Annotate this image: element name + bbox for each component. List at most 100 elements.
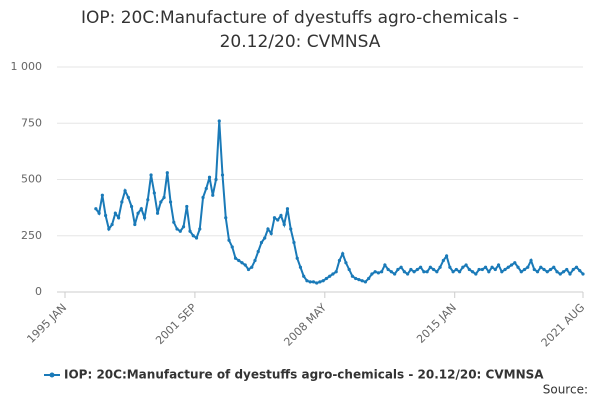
data-point [266, 227, 270, 231]
data-point [509, 263, 514, 267]
data-point [438, 265, 442, 269]
data-point [292, 240, 296, 245]
data-point [396, 267, 400, 272]
data-point [496, 263, 501, 267]
x-tick-label: 2001 SEP [153, 301, 199, 347]
data-point [477, 267, 481, 272]
data-point [360, 279, 364, 283]
data-point [341, 252, 345, 256]
data-point [490, 265, 494, 269]
data-point [149, 173, 153, 177]
data-point [256, 249, 260, 254]
data-point [129, 204, 134, 209]
data-point [406, 272, 410, 276]
data-point [188, 229, 192, 233]
data-point [120, 200, 124, 204]
chart-title: IOP: 20C:Manufacture of dyestuffs agro-c… [80, 8, 520, 52]
data-point [555, 270, 559, 274]
y-tick-label: 500 [21, 173, 42, 186]
data-point [373, 270, 377, 274]
data-point [526, 265, 530, 269]
data-point [318, 280, 322, 284]
data-point [334, 270, 338, 274]
data-point [272, 216, 277, 220]
data-point [581, 272, 585, 276]
data-point [263, 236, 267, 240]
data-point [568, 272, 572, 276]
data-point [94, 207, 98, 211]
data-point [516, 265, 520, 269]
data-point [552, 265, 556, 269]
data-point [370, 272, 374, 276]
data-point [331, 272, 335, 276]
data-point [363, 280, 368, 284]
data-point [409, 267, 413, 272]
data-point [211, 193, 215, 197]
data-point [483, 265, 488, 269]
data-point [344, 261, 348, 265]
data-point [350, 274, 355, 278]
data-point [289, 227, 293, 231]
data-point [113, 211, 117, 215]
data-point [168, 200, 173, 204]
data-point [519, 270, 523, 274]
data-point [302, 274, 306, 278]
data-point [419, 265, 423, 269]
data-point [532, 267, 536, 272]
data-point [380, 270, 384, 274]
data-point [181, 225, 186, 229]
data-point [133, 222, 137, 227]
data-point [522, 267, 527, 272]
data-point [435, 270, 439, 274]
data-point [246, 267, 251, 272]
data-point [493, 267, 497, 272]
data-point [194, 236, 199, 240]
data-point [432, 267, 436, 272]
data-point [279, 213, 283, 218]
data-point [467, 267, 471, 272]
data-point [487, 270, 491, 274]
data-point [412, 270, 416, 274]
data-point [259, 240, 264, 245]
data-point [470, 270, 475, 274]
data-point [103, 213, 108, 218]
data-point [107, 227, 111, 231]
data-point [110, 222, 114, 227]
x-tick-label: 2008 MAY [281, 301, 329, 349]
data-point [276, 218, 280, 222]
data-point [444, 254, 449, 258]
data-point [402, 270, 406, 274]
data-point [152, 191, 156, 195]
data-point [441, 258, 445, 263]
data-point [250, 265, 254, 269]
data-point [172, 220, 176, 224]
data-point [201, 195, 205, 200]
data-point [305, 279, 309, 283]
data-point [347, 267, 351, 272]
data-point [457, 270, 462, 274]
data-point [220, 173, 225, 177]
data-point [146, 198, 150, 202]
data-point [207, 175, 212, 179]
data-point [451, 270, 455, 274]
data-point [282, 222, 286, 227]
data-point [500, 270, 504, 274]
data-point [142, 216, 147, 220]
y-tick-label: 0 [35, 285, 42, 298]
data-point [376, 271, 380, 275]
data-point [565, 267, 569, 272]
data-point [136, 211, 140, 215]
data-point [315, 281, 319, 285]
data-point [574, 265, 579, 269]
data-point [506, 265, 510, 269]
data-point [204, 186, 208, 191]
data-point [191, 234, 195, 238]
data-point [464, 263, 468, 267]
data-point [328, 274, 332, 278]
data-point [243, 263, 247, 267]
data-point [357, 278, 361, 282]
data-line [95, 120, 584, 285]
data-point [503, 267, 507, 272]
data-point [399, 265, 403, 269]
data-point [123, 189, 127, 193]
